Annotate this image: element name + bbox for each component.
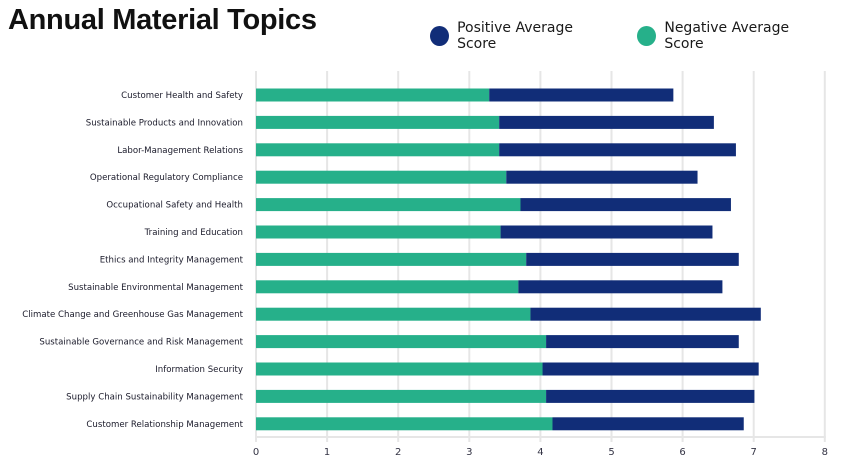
category-label: Sustainable Environmental Management — [68, 283, 243, 293]
bar-negative[interactable] — [256, 362, 543, 376]
bar-positive[interactable] — [542, 362, 759, 376]
x-tick-label: 5 — [608, 447, 614, 458]
bar-negative[interactable] — [256, 389, 547, 403]
category-label: Occupational Safety and Health — [106, 201, 243, 211]
category-label: Information Security — [155, 365, 243, 375]
bar-negative[interactable] — [256, 417, 553, 431]
bar-positive[interactable] — [520, 198, 731, 212]
category-labels: Customer Health and Safety Sustainable Pr… — [22, 91, 243, 430]
bar-positive[interactable] — [526, 252, 739, 266]
bar-positive[interactable] — [546, 389, 755, 403]
legend-swatch-positive — [430, 26, 450, 46]
bars — [256, 88, 761, 431]
bar-positive[interactable] — [499, 115, 714, 129]
x-tick-label: 3 — [466, 447, 472, 458]
x-tick-label: 2 — [395, 447, 401, 458]
x-tick-label: 4 — [537, 447, 543, 458]
chart-legend: Positive Average Score Negative Average … — [430, 20, 853, 52]
bar-negative[interactable] — [256, 170, 507, 184]
x-axis: 0 1 2 3 4 5 6 7 8 — [253, 436, 828, 458]
bar-positive[interactable] — [530, 307, 761, 321]
bar-positive[interactable] — [546, 335, 739, 349]
bar-negative[interactable] — [256, 335, 547, 349]
bar-negative[interactable] — [256, 115, 500, 129]
legend-item-negative[interactable]: Negative Average Score — [637, 20, 825, 52]
bar-negative[interactable] — [256, 198, 521, 212]
x-tick-label: 6 — [679, 447, 685, 458]
bar-negative[interactable] — [256, 225, 501, 239]
category-label: Customer Health and Safety — [121, 91, 243, 101]
bar-positive[interactable] — [499, 143, 736, 157]
bar-positive[interactable] — [506, 170, 698, 184]
bar-negative[interactable] — [256, 252, 527, 266]
bar-negative[interactable] — [256, 88, 490, 102]
legend-label-positive: Positive Average Score — [457, 20, 573, 52]
bar-positive[interactable] — [489, 88, 674, 102]
bar-negative[interactable] — [256, 307, 531, 321]
chart-title: Annual Material Topics — [8, 4, 317, 36]
bar-positive[interactable] — [552, 417, 744, 431]
category-label: Sustainable Products and Innovation — [86, 118, 243, 128]
x-tick-label: 7 — [751, 447, 757, 458]
legend-swatch-negative — [637, 26, 657, 46]
category-label: Training and Education — [144, 228, 243, 238]
x-tick-label: 8 — [822, 447, 828, 458]
x-tick-label: 1 — [324, 447, 330, 458]
category-label: Ethics and Integrity Management — [100, 255, 244, 265]
category-label: Climate Change and Greenhouse Gas Manage… — [22, 310, 243, 320]
category-label: Labor-Management Relations — [117, 146, 243, 156]
category-label: Supply Chain Sustainability Management — [66, 392, 243, 402]
bar-positive[interactable] — [500, 225, 713, 239]
legend-item-positive[interactable]: Positive Average Score — [430, 20, 609, 52]
bar-negative[interactable] — [256, 280, 519, 294]
legend-label-negative: Negative Average Score — [664, 20, 790, 52]
bar-negative[interactable] — [256, 143, 500, 157]
bar-positive[interactable] — [518, 280, 723, 294]
category-label: Sustainable Governance and Risk Manageme… — [39, 338, 243, 348]
category-label: Customer Relationship Management — [86, 420, 243, 430]
category-label: Operational Regulatory Compliance — [90, 173, 243, 183]
x-tick-label: 0 — [253, 447, 259, 458]
